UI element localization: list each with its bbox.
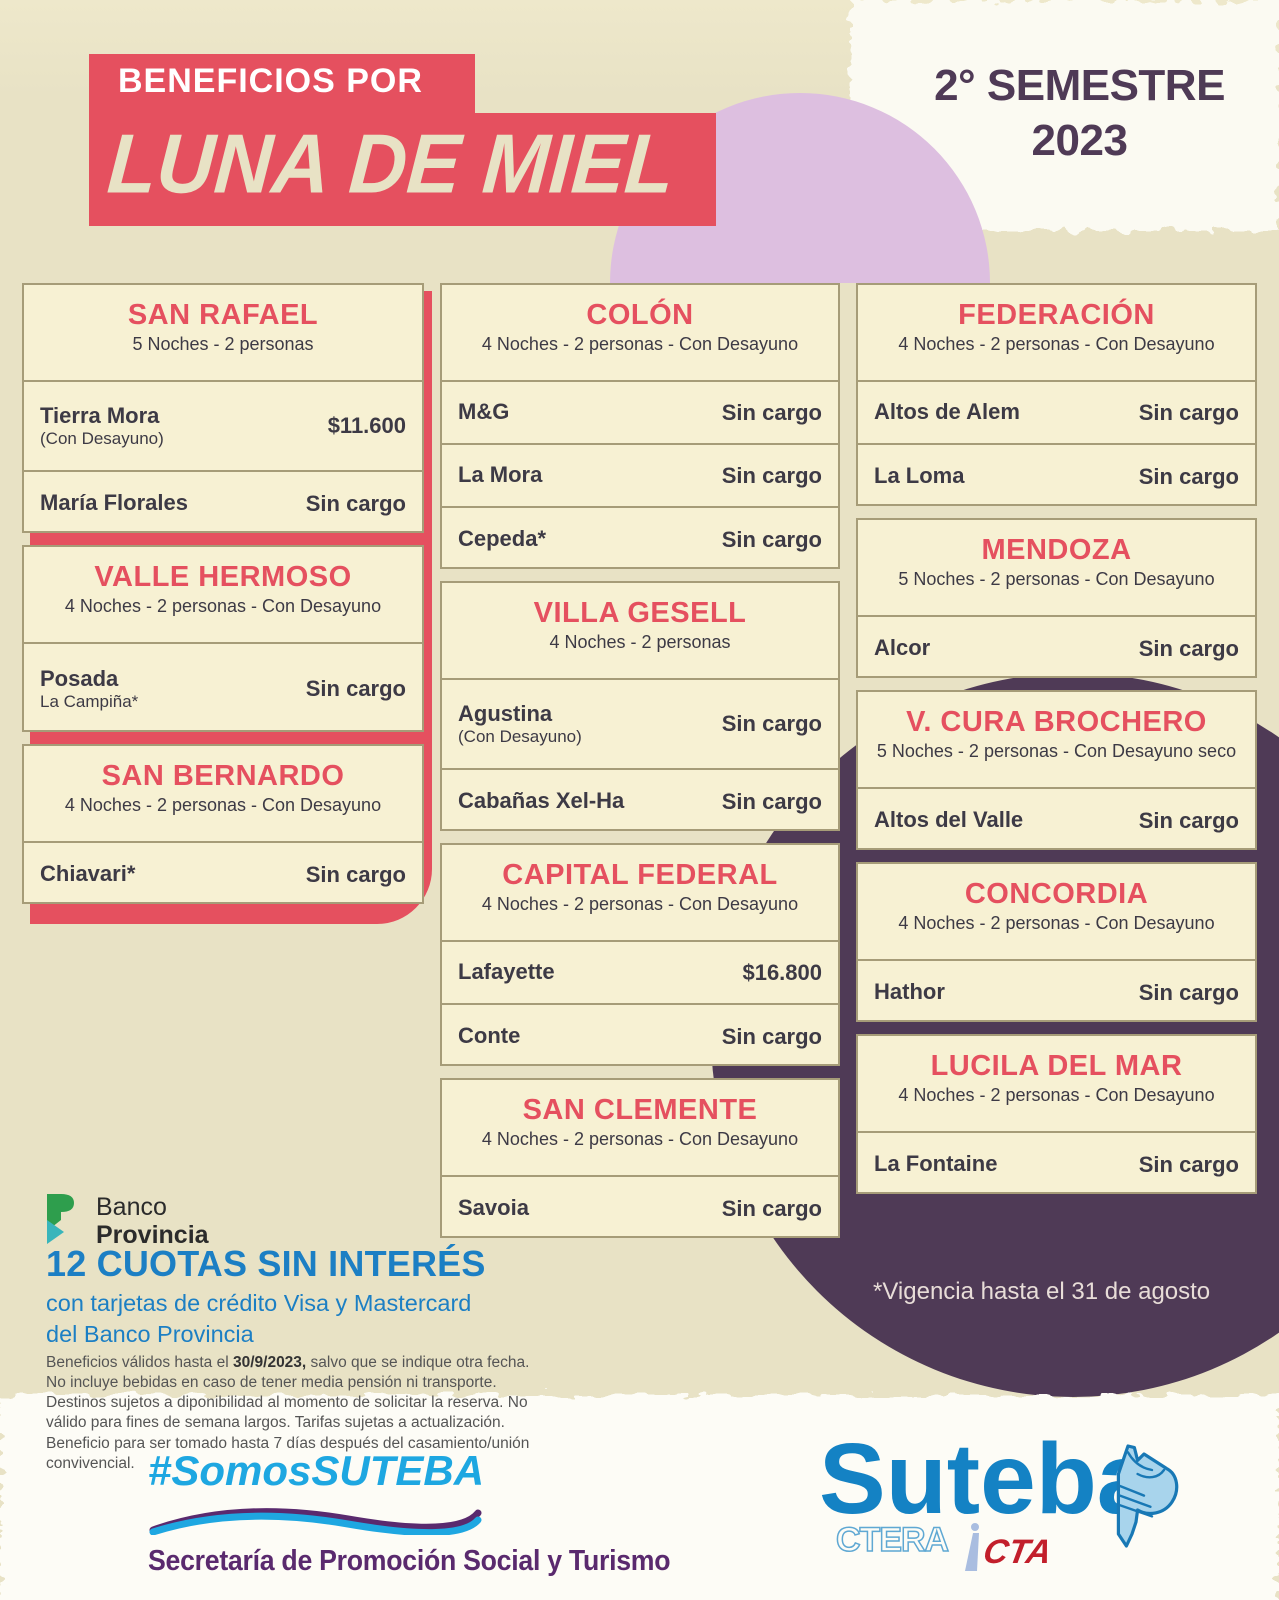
svg-text:CTA: CTA xyxy=(981,1533,1055,1571)
